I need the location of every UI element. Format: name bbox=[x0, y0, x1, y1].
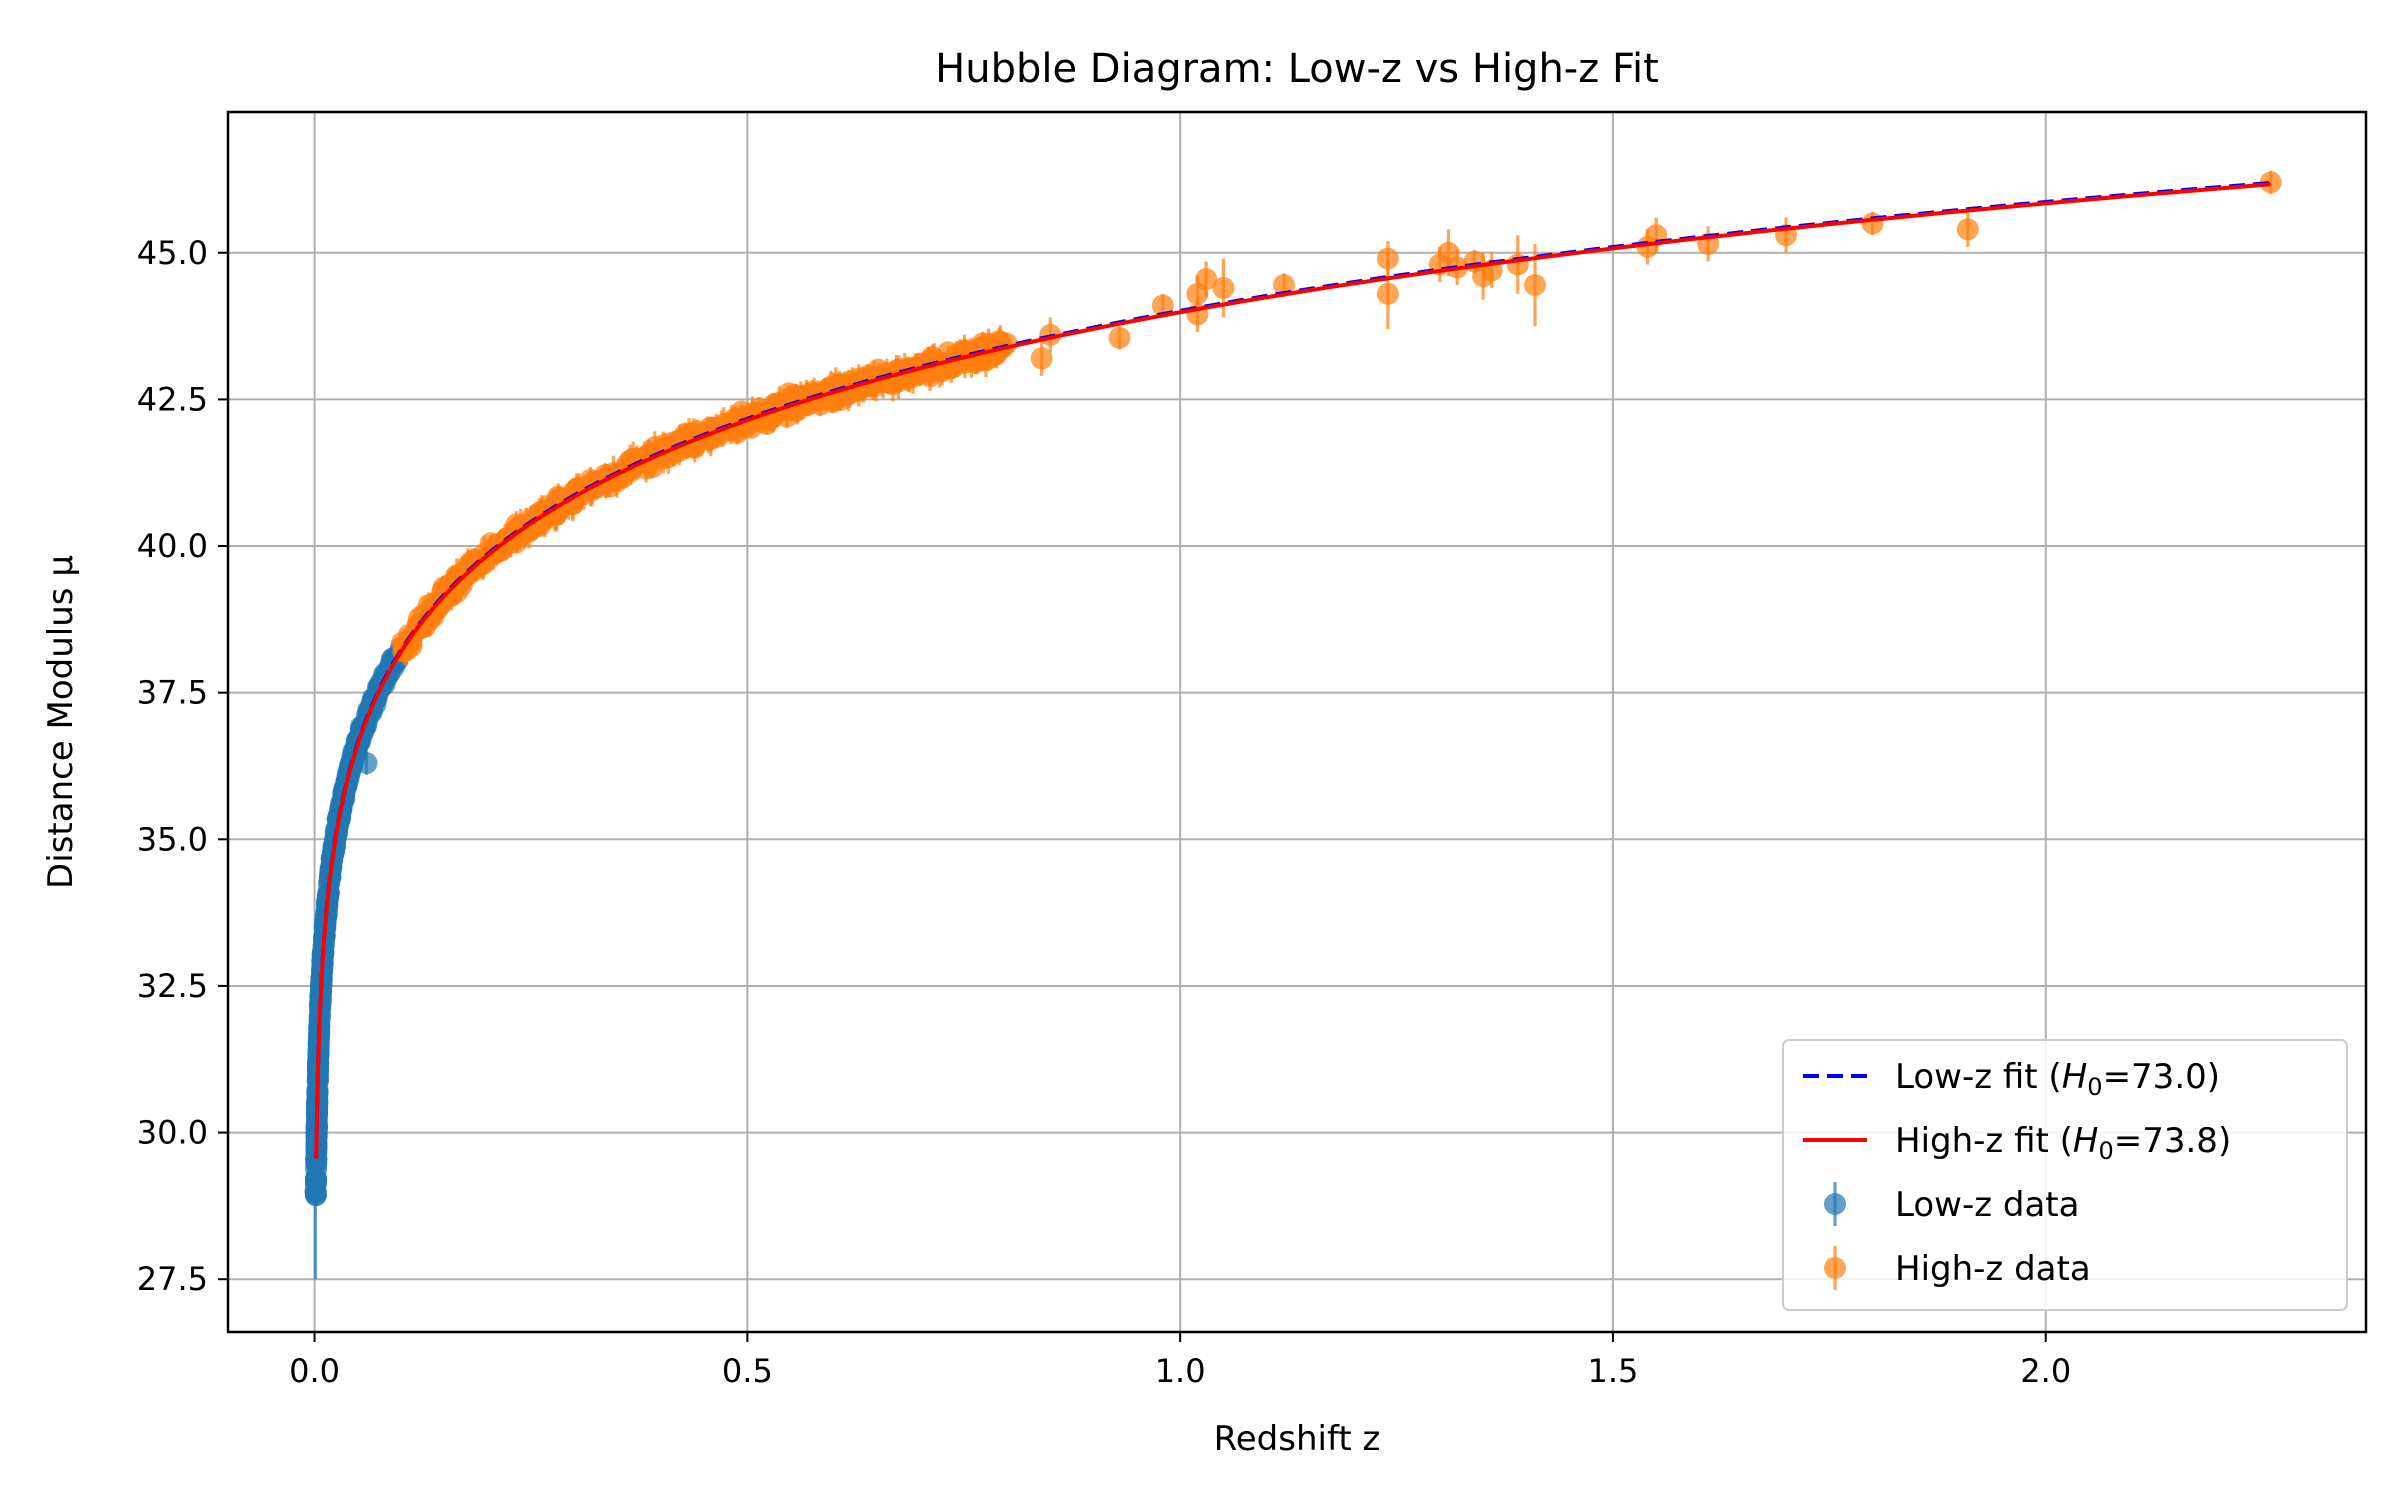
legend-box bbox=[1782, 1039, 2348, 1311]
axis-ticks: 0.0 0.5 1.0 1.5 2.0 27.5 30.0 32.5 35.0 37.5 40.0 4… bbox=[137, 234, 2071, 1390]
data-marker bbox=[783, 383, 806, 406]
legend-entry-label: Low-z fit (H0=73.0) bbox=[1895, 1057, 2220, 1101]
y-tick-label: 40.0 bbox=[137, 527, 208, 565]
legend-entry-label: High-z data bbox=[1895, 1249, 2091, 1289]
legend-entry-label: High-z fit (H0=73.8) bbox=[1895, 1121, 2231, 1165]
low-z-point bbox=[355, 751, 378, 775]
high-z-fit-line bbox=[314, 182, 2271, 1159]
y-tick-label: 27.5 bbox=[137, 1260, 208, 1298]
data-marker bbox=[1376, 282, 1399, 305]
chart-title: Hubble Diagram: Low-z vs High-z Fit bbox=[935, 46, 1659, 92]
data-marker bbox=[1956, 218, 1979, 241]
data-marker bbox=[1376, 247, 1399, 270]
data-marker bbox=[1108, 326, 1131, 349]
y-tick-label: 32.5 bbox=[137, 967, 208, 1005]
data-marker bbox=[304, 1180, 327, 1203]
high-z-point bbox=[1195, 261, 1218, 297]
data-marker bbox=[1524, 274, 1547, 297]
x-tick-label: 2.0 bbox=[2020, 1352, 2071, 1390]
data-marker bbox=[594, 463, 617, 486]
legend-entry-label: Low-z data bbox=[1895, 1185, 2079, 1225]
x-tick-label: 1.0 bbox=[1155, 1352, 1206, 1390]
high-z-point bbox=[1212, 258, 1235, 318]
data-marker bbox=[1030, 347, 1053, 370]
x-tick-label: 0.0 bbox=[289, 1352, 340, 1390]
high-z-point bbox=[2259, 170, 2282, 195]
fit-lines bbox=[314, 181, 2271, 1159]
y-tick-label: 45.0 bbox=[137, 234, 208, 272]
high-z-point bbox=[1108, 326, 1131, 350]
y-tick-label: 35.0 bbox=[137, 820, 208, 858]
plot-frame bbox=[226, 110, 2368, 1334]
y-axis-label: Distance Modulus μ bbox=[41, 555, 81, 889]
legend: Low-z fit (H0=73.0) High-z fit (H0=73.8) L… bbox=[1782, 1039, 2348, 1311]
y-tick-label: 42.5 bbox=[137, 380, 208, 418]
x-axis-label: Redshift z bbox=[1214, 1419, 1381, 1459]
x-tick-label: 0.5 bbox=[722, 1352, 773, 1390]
high-z-point bbox=[1030, 340, 1053, 376]
data-marker bbox=[355, 752, 378, 775]
legend-marker-handle bbox=[1824, 1257, 1846, 1279]
y-tick-label: 30.0 bbox=[137, 1114, 208, 1152]
high-z-point bbox=[1956, 211, 1979, 247]
high-z-point bbox=[1376, 241, 1399, 277]
y-tick-label: 37.5 bbox=[137, 674, 208, 712]
data-marker bbox=[1195, 268, 1218, 291]
high-z-point bbox=[783, 383, 806, 406]
data-marker bbox=[1212, 276, 1235, 299]
x-tick-label: 1.5 bbox=[1587, 1352, 1638, 1390]
legend-marker-handle bbox=[1824, 1193, 1846, 1215]
data-marker bbox=[2259, 171, 2282, 194]
